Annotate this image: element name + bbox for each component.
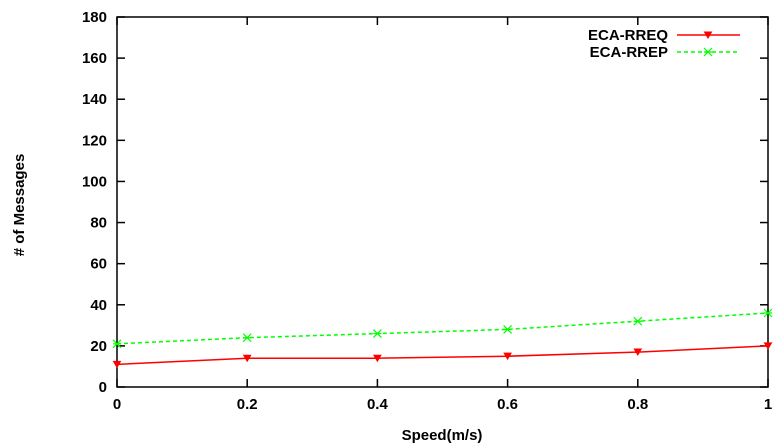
y-tick-label: 160 [82,50,107,67]
data-point [763,308,773,318]
data-point [242,354,252,363]
data-point [112,339,122,349]
legend-marker [703,47,713,57]
series-eca-rreq [112,342,773,369]
data-point [503,325,513,334]
data-point [112,360,122,369]
y-tick-label: 0 [99,379,107,396]
y-tick-label: 60 [90,256,107,273]
x-axis: 0 0.2 0.4 0.6 0.8 1 [113,17,772,413]
x-tick-label: 0.8 [627,396,648,413]
series-layer [112,308,773,369]
y-tick-label: 140 [82,91,107,108]
x-tick-label: 0 [113,396,121,413]
y-tick-label: 120 [82,132,107,149]
legend-label: ECA-RREP [590,44,668,61]
data-point [633,348,643,357]
x-tick-label: 1 [764,396,772,413]
y-tick-label: 100 [82,173,107,190]
y-tick-label: 180 [82,9,107,26]
series-line [116,345,769,366]
data-point [372,329,382,338]
y-tick-label: 80 [90,215,107,232]
plot-frame [116,16,769,388]
data-point [242,333,252,343]
series-line [116,312,769,345]
series-eca-rrep [112,308,773,349]
x-axis-label: Speed(m/s) [402,427,483,444]
data-point [373,354,382,363]
data-point [503,352,512,361]
y-axis-label: # of Messages [11,154,28,257]
x-tick-label: 0.2 [237,396,258,413]
x-tick-label: 0.4 [367,396,389,413]
data-point [633,316,643,326]
data-point [763,342,773,350]
x-tick-label: 0.6 [497,396,518,413]
y-axis: 0 20 40 60 80 100 120 140 160 180 [82,9,768,396]
legend-label: ECA-RREQ [588,27,668,44]
y-tick-label: 20 [90,338,107,355]
y-tick-label: 40 [90,297,107,314]
legend-marker [703,31,713,39]
